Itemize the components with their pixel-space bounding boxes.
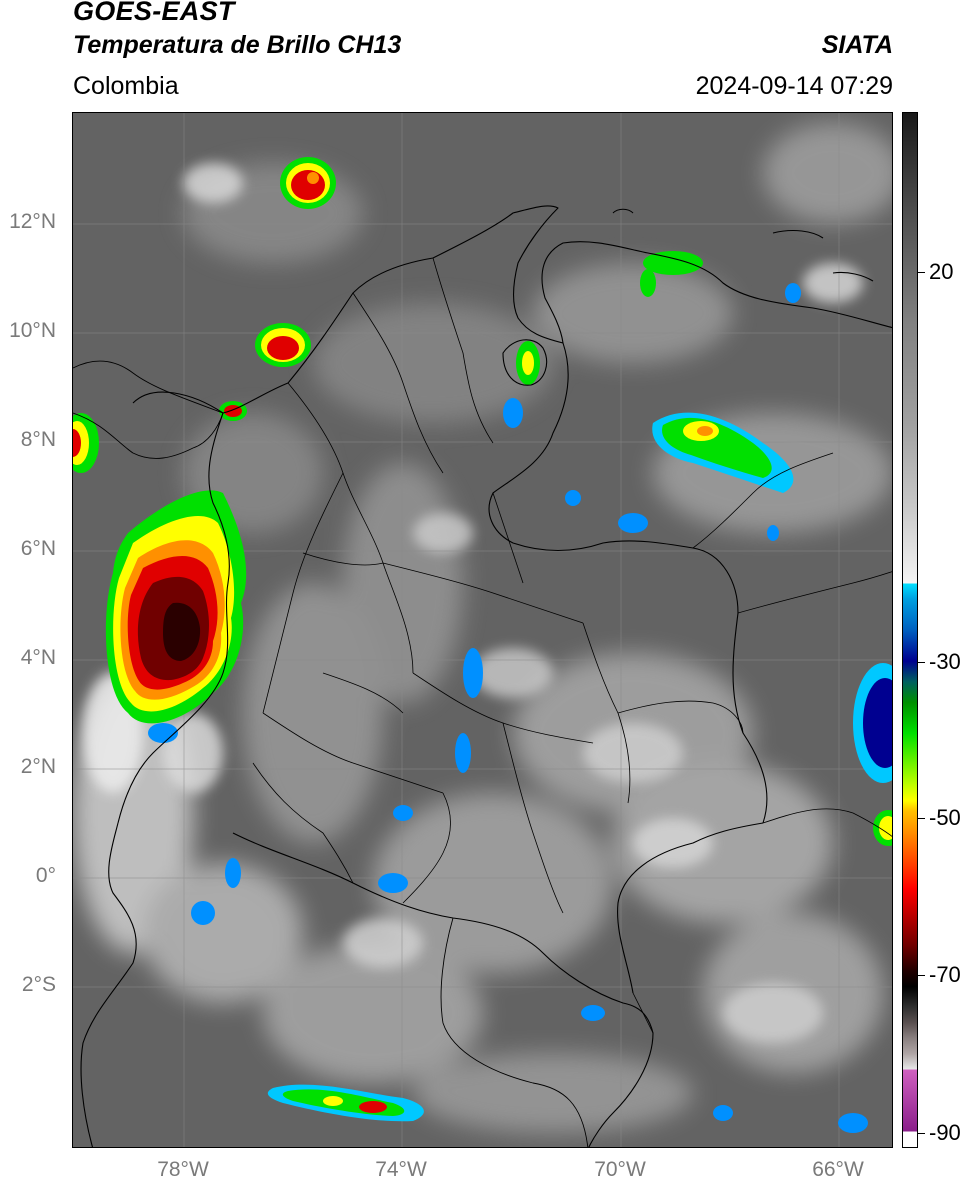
colorbar-label-minus50: -50 <box>929 805 961 830</box>
lon-label-78w: 78°W <box>157 1158 209 1181</box>
colorbar-tick-minus70 <box>918 975 925 976</box>
timestamp: 2024-09-14 07:29 <box>695 72 893 100</box>
cell-venezuela-coast <box>640 251 703 297</box>
colorbar-label-minus30: -30 <box>929 649 961 674</box>
colorbar-tick-minus50 <box>918 818 925 819</box>
product-title: Temperatura de Brillo CH13 <box>73 31 402 59</box>
lat-label-4n: 4°N <box>20 646 56 669</box>
map-canvas <box>73 113 892 1147</box>
lat-label-12n: 12°N <box>9 210 56 233</box>
colorbar-tick-minus30 <box>918 662 925 663</box>
lon-label-74w: 74°W <box>375 1158 427 1181</box>
cell-venezuela-north <box>652 412 794 493</box>
satellite-map[interactable] <box>72 112 893 1148</box>
lat-label-8n: 8°N <box>20 428 56 451</box>
lon-label-66w: 66°W <box>812 1158 864 1181</box>
cell-maracaibo <box>516 341 540 385</box>
lon-label-70w: 70°W <box>594 1158 646 1181</box>
colorbar-label-20: 20 <box>929 259 954 284</box>
cell-west-edge <box>73 413 99 473</box>
colorbar-tick-20 <box>918 272 925 273</box>
agency-label: SIATA <box>821 31 893 59</box>
cloud-texture <box>73 123 892 1133</box>
lat-label-0: 0° <box>35 864 56 887</box>
colorbar-label-minus90: -90 <box>929 1120 961 1145</box>
scattered-blue-cells <box>148 283 868 1133</box>
colorbar-tick-minus90 <box>918 1133 925 1134</box>
cell-north-caribbean <box>280 157 336 209</box>
lat-label-2n: 2°N <box>20 755 56 778</box>
temperature-colorbar <box>902 112 918 1148</box>
satellite-title: GOES-EAST <box>73 0 235 26</box>
lat-label-2s: 2°S <box>21 973 56 996</box>
cell-small-caribbean <box>219 401 247 421</box>
country-borders <box>73 205 892 1147</box>
colorbar-label-minus70: -70 <box>929 962 961 987</box>
cell-uraba <box>255 323 311 367</box>
region-label: Colombia <box>73 72 179 100</box>
cell-east-edge <box>853 663 892 846</box>
lat-label-10n: 10°N <box>9 319 56 342</box>
lat-label-6n: 6°N <box>20 537 56 560</box>
cell-south-amazon <box>267 1084 424 1122</box>
convective-cells <box>73 157 892 1133</box>
pacific-storm-cell <box>105 490 247 724</box>
